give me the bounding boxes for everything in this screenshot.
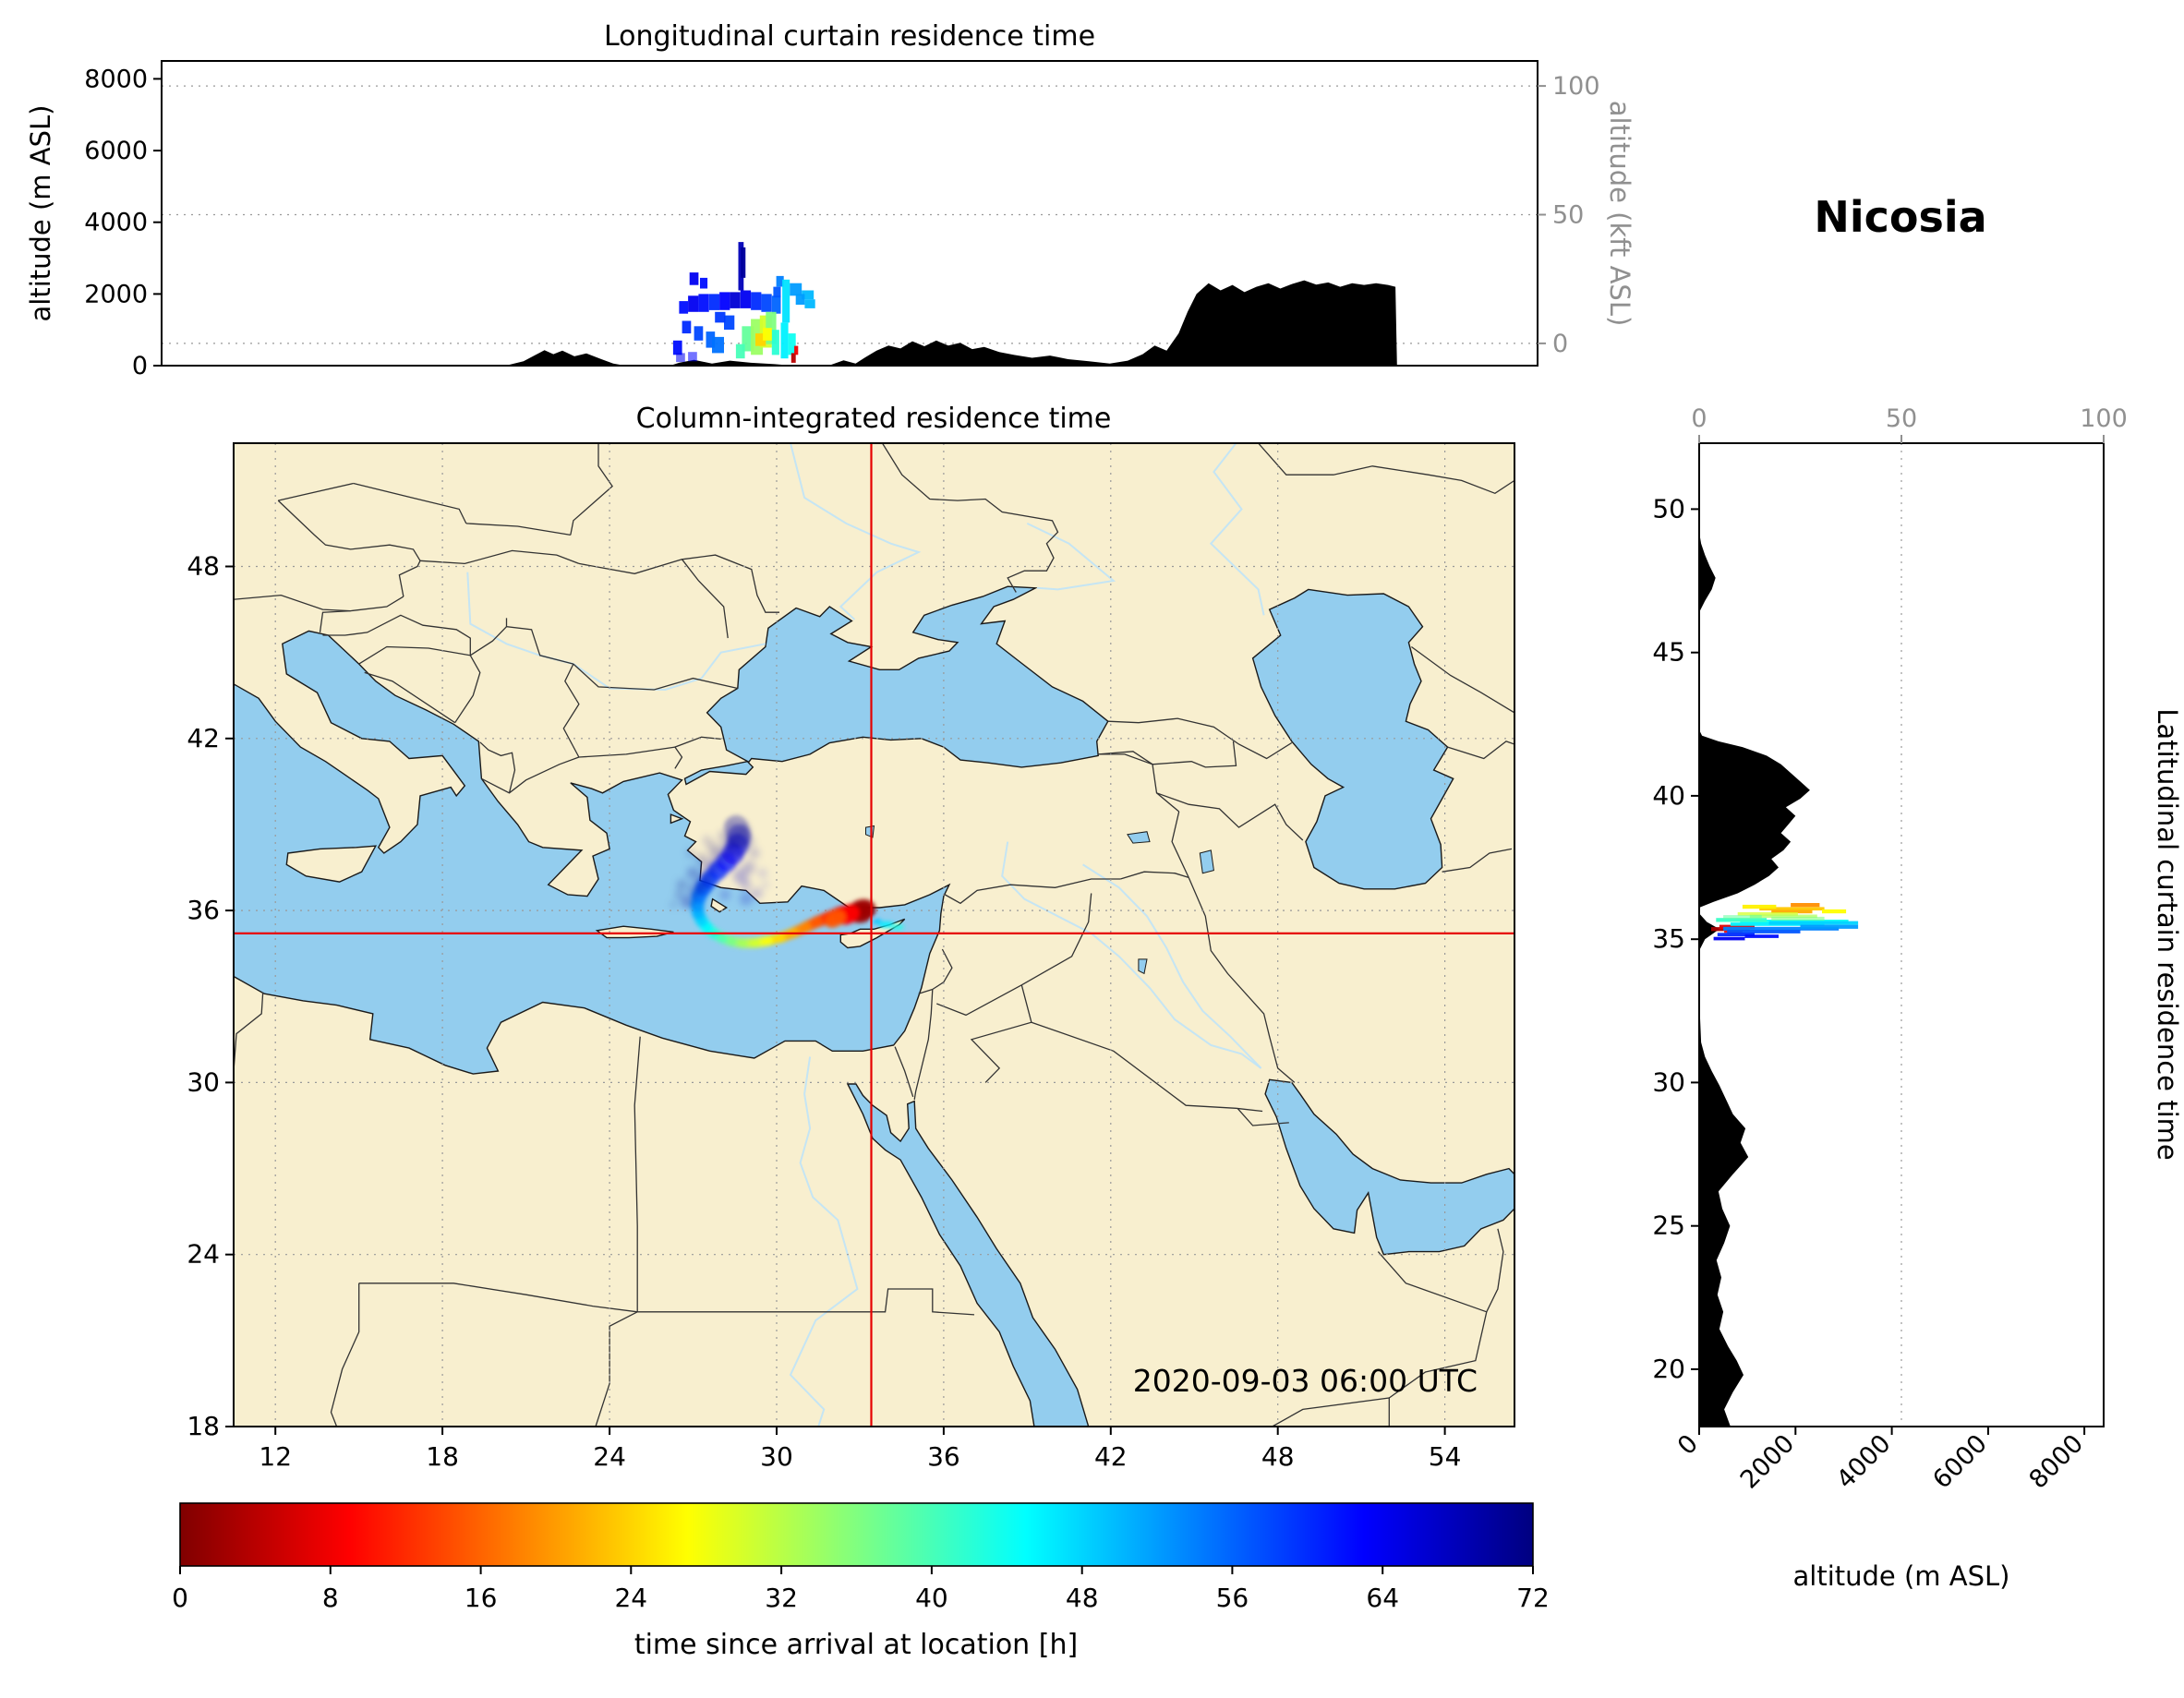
colorbar: 0 8 16 24 32 40 48 56 64 72 <box>172 1502 1550 1613</box>
svg-text:48: 48 <box>1066 1583 1099 1613</box>
svg-text:16: 16 <box>465 1583 498 1613</box>
datetime-label: 2020-09-03 06:00 UTC <box>1132 1363 1478 1399</box>
svg-text:100: 100 <box>2080 404 2128 433</box>
svg-text:6000: 6000 <box>1927 1429 1993 1495</box>
svg-text:2000: 2000 <box>1735 1429 1801 1495</box>
svg-text:40: 40 <box>1652 780 1685 811</box>
svg-text:50: 50 <box>1552 201 1584 230</box>
map-panel: 12 18 24 30 36 42 48 54 18 24 30 36 42 48 <box>187 442 1515 1472</box>
svg-text:42: 42 <box>187 723 220 753</box>
svg-text:4000: 4000 <box>1831 1429 1897 1495</box>
svg-text:0: 0 <box>132 352 148 380</box>
svg-text:25: 25 <box>1652 1210 1685 1241</box>
svg-text:0: 0 <box>1552 330 1568 358</box>
svg-text:8: 8 <box>322 1583 339 1613</box>
svg-text:48: 48 <box>187 551 220 582</box>
svg-text:50: 50 <box>1652 493 1685 524</box>
svg-text:40: 40 <box>915 1583 948 1613</box>
lake-urmia <box>1199 849 1214 874</box>
water-persian-gulf <box>1264 1078 1514 1256</box>
svg-text:24: 24 <box>187 1239 220 1270</box>
lake-tharthar <box>1138 958 1148 975</box>
map-title: Column-integrated residence time <box>635 403 1112 435</box>
svg-text:2000: 2000 <box>84 280 148 308</box>
svg-text:8000: 8000 <box>2024 1429 2090 1495</box>
svg-text:18: 18 <box>426 1441 459 1472</box>
island-sicily <box>285 845 378 883</box>
water-mediterranean <box>234 630 951 1075</box>
longitudinal-curtain-title: Longitudinal curtain residence time <box>603 20 1096 53</box>
svg-text:42: 42 <box>1094 1441 1128 1472</box>
svg-text:48: 48 <box>1261 1441 1295 1472</box>
svg-text:30: 30 <box>760 1441 793 1472</box>
svg-text:6000: 6000 <box>84 137 148 165</box>
lake-van <box>1127 831 1151 844</box>
station-name: Nicosia <box>1814 192 1987 242</box>
water-caspian-sea <box>1251 588 1454 890</box>
water-black-sea <box>706 585 1109 768</box>
svg-text:0: 0 <box>1691 404 1707 433</box>
latitudinal-altitude-axis-label: altitude (m ASL) <box>1792 1560 2010 1592</box>
svg-text:50: 50 <box>1886 404 1917 433</box>
longitudinal-curtain-panel: 0 2000 4000 6000 8000 0 50 100 <box>84 60 1600 380</box>
altitude-kft-asl-axis-label: altitude (kft ASL) <box>1604 100 1635 327</box>
svg-text:20: 20 <box>1652 1354 1685 1384</box>
svg-text:8000: 8000 <box>84 65 148 93</box>
colorbar-label: time since arrival at location [h] <box>633 1629 1079 1661</box>
svg-text:0: 0 <box>172 1583 188 1613</box>
svg-text:54: 54 <box>1429 1441 1462 1472</box>
svg-text:24: 24 <box>593 1441 626 1472</box>
svg-text:12: 12 <box>259 1441 292 1472</box>
svg-text:36: 36 <box>927 1441 960 1472</box>
water-red-sea <box>846 1083 1090 1427</box>
plume-diffuse-tail <box>670 821 769 909</box>
latitudinal-curtain-title: Latitudinal curtain residence time <box>2152 708 2183 1161</box>
island-lesbos <box>670 813 684 825</box>
svg-text:100: 100 <box>1552 72 1600 101</box>
svg-text:24: 24 <box>614 1583 647 1613</box>
svg-text:35: 35 <box>1652 923 1685 954</box>
svg-text:32: 32 <box>765 1583 798 1613</box>
altitude-m-asl-axis-label: altitude (m ASL) <box>25 104 56 322</box>
svg-text:4000: 4000 <box>84 209 148 237</box>
svg-text:56: 56 <box>1216 1583 1249 1613</box>
svg-text:30: 30 <box>187 1066 220 1097</box>
svg-text:72: 72 <box>1516 1583 1550 1613</box>
island-rhodes <box>710 897 729 913</box>
svg-text:30: 30 <box>1652 1066 1685 1097</box>
svg-text:64: 64 <box>1366 1583 1399 1613</box>
svg-text:18: 18 <box>187 1411 220 1441</box>
svg-text:36: 36 <box>187 895 220 925</box>
svg-text:45: 45 <box>1652 637 1685 668</box>
